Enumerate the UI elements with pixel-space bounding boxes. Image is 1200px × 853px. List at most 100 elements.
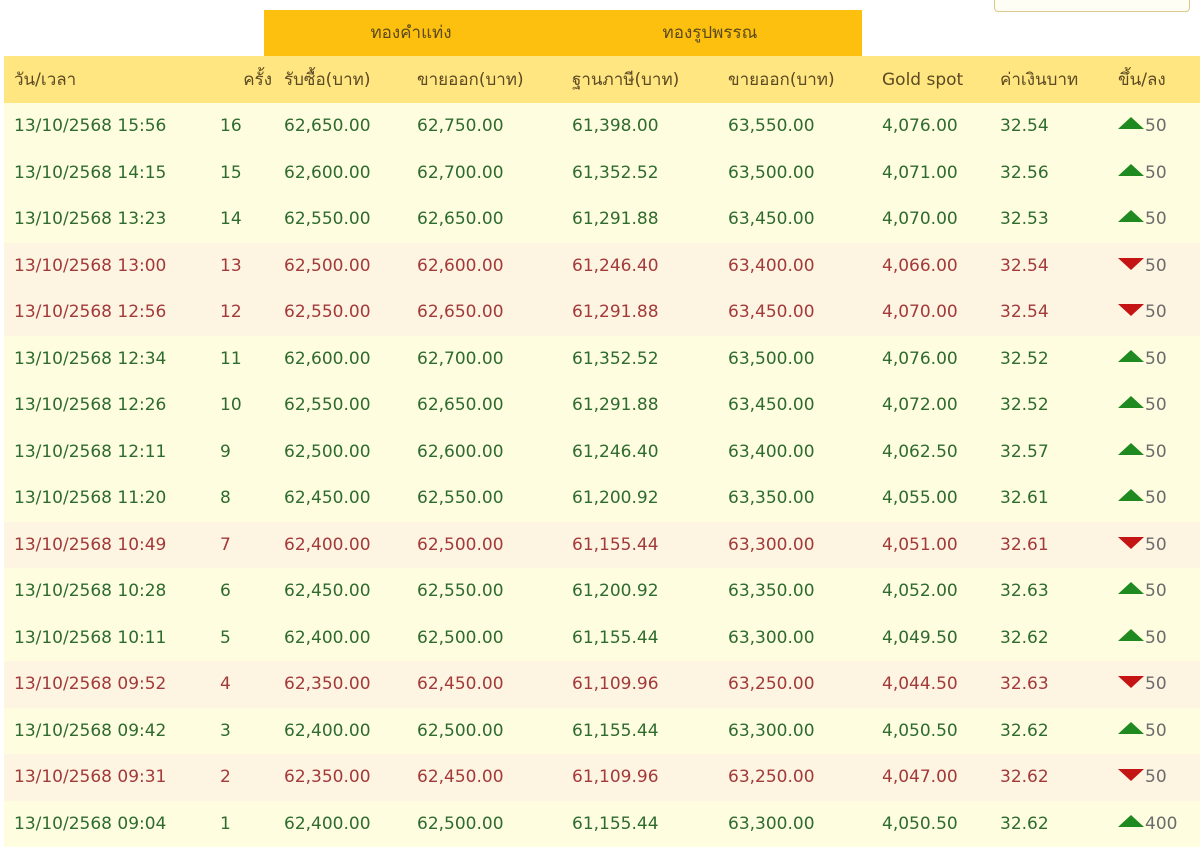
cell-thb-rate: 32.56: [1000, 162, 1049, 183]
cell-count: 4: [220, 674, 231, 695]
cell-count: 9: [220, 441, 231, 462]
cell-change: 50: [1118, 382, 1200, 429]
cell-bar-sell: 62,750.00: [417, 116, 504, 137]
cell-change: 50: [1118, 661, 1200, 708]
cell-count: 6: [220, 581, 231, 602]
cell-ornament-tax-base: 61,352.52: [572, 162, 659, 183]
change-amount: 50: [1145, 162, 1167, 183]
cell-thb-rate: 32.53: [1000, 209, 1049, 230]
up-arrow-icon: [1118, 396, 1144, 409]
cell-ornament-sell: 63,250.00: [728, 674, 815, 695]
dropdown-select[interactable]: [994, 0, 1190, 12]
table-row: 13/10/2568 12:34 11 62,600.00 62,700.00 …: [4, 335, 1200, 383]
cell-bar-sell: 62,650.00: [417, 395, 504, 416]
cell-change: 50: [1118, 429, 1200, 476]
cell-ornament-sell: 63,450.00: [728, 302, 815, 323]
column-header-ornament-sell: ขายออก(บาท): [728, 70, 835, 90]
cell-bar-sell: 62,500.00: [417, 813, 504, 834]
cell-ornament-tax-base: 61,291.88: [572, 302, 659, 323]
up-arrow-icon: [1118, 582, 1144, 595]
table-row: 13/10/2568 12:56 12 62,550.00 62,650.00 …: [4, 289, 1200, 336]
table-row: 13/10/2568 12:26 10 62,550.00 62,650.00 …: [4, 382, 1200, 429]
cell-change: 50: [1118, 475, 1200, 522]
cell-ornament-tax-base: 61,109.96: [572, 767, 659, 788]
down-arrow-icon: [1118, 676, 1144, 689]
up-arrow-icon: [1118, 442, 1144, 455]
change-amount: 50: [1145, 395, 1167, 416]
cell-ornament-sell: 63,300.00: [728, 627, 815, 648]
cell-thb-rate: 32.54: [1000, 302, 1049, 323]
change-amount: 50: [1145, 674, 1167, 695]
cell-thb-rate: 32.61: [1000, 488, 1049, 509]
cell-gold-spot: 4,070.00: [882, 209, 958, 230]
change-amount: 50: [1145, 581, 1167, 602]
table-row: 13/10/2568 09:52 4 62,350.00 62,450.00 6…: [4, 661, 1200, 708]
cell-change: 50: [1118, 708, 1200, 755]
cell-gold-spot: 4,049.50: [882, 627, 958, 648]
cell-gold-spot: 4,076.00: [882, 348, 958, 369]
cell-bar-buy: 62,500.00: [284, 255, 371, 276]
cell-ornament-tax-base: 61,155.44: [572, 627, 659, 648]
header-group-ornament-gold: ทองรูปพรรณ: [662, 23, 758, 43]
column-header-gold-spot: Gold spot: [882, 69, 964, 90]
cell-bar-buy: 62,350.00: [284, 767, 371, 788]
table-row: 13/10/2568 10:49 7 62,400.00 62,500.00 6…: [4, 521, 1200, 569]
cell-change: 50: [1118, 336, 1200, 383]
cell-bar-sell: 62,550.00: [417, 488, 504, 509]
cell-thb-rate: 32.54: [1000, 255, 1049, 276]
change-amount: 50: [1145, 302, 1167, 323]
cell-ornament-sell: 63,400.00: [728, 255, 815, 276]
cell-datetime: 13/10/2568 09:42: [14, 720, 167, 741]
cell-gold-spot: 4,050.50: [882, 813, 958, 834]
cell-count: 2: [220, 767, 231, 788]
cell-ornament-sell: 63,450.00: [728, 395, 815, 416]
up-arrow-icon: [1118, 489, 1144, 502]
table-row: 13/10/2568 14:15 15 62,600.00 62,700.00 …: [4, 149, 1200, 196]
cell-bar-sell: 62,600.00: [417, 255, 504, 276]
column-header-change: ขึ้น/ลง: [1118, 70, 1166, 90]
cell-bar-buy: 62,600.00: [284, 348, 371, 369]
table-row: 13/10/2568 09:42 3 62,400.00 62,500.00 6…: [4, 707, 1200, 755]
cell-count: 8: [220, 488, 231, 509]
table-row: 13/10/2568 15:56 16 62,650.00 62,750.00 …: [4, 103, 1200, 150]
change-amount: 50: [1145, 534, 1167, 555]
cell-change: 50: [1118, 522, 1200, 569]
cell-count: 12: [220, 302, 242, 323]
cell-gold-spot: 4,070.00: [882, 302, 958, 323]
down-arrow-icon: [1118, 536, 1144, 549]
cell-thb-rate: 32.62: [1000, 813, 1049, 834]
cell-ornament-tax-base: 61,291.88: [572, 395, 659, 416]
header-group-bar-gold: ทองคำแท่ง: [370, 23, 452, 43]
down-arrow-icon: [1118, 304, 1144, 317]
cell-datetime: 13/10/2568 13:00: [14, 255, 167, 276]
cell-ornament-tax-base: 61,155.44: [572, 534, 659, 555]
cell-ornament-sell: 63,350.00: [728, 488, 815, 509]
table-row: 13/10/2568 10:28 6 62,450.00 62,550.00 6…: [4, 568, 1200, 615]
cell-count: 14: [220, 209, 242, 230]
up-arrow-icon: [1118, 349, 1144, 362]
table-row: 13/10/2568 13:23 14 62,550.00 62,650.00 …: [4, 196, 1200, 243]
cell-gold-spot: 4,051.00: [882, 534, 958, 555]
change-amount: 50: [1145, 441, 1167, 462]
cell-count: 10: [220, 395, 242, 416]
cell-bar-buy: 62,400.00: [284, 813, 371, 834]
cell-bar-buy: 62,600.00: [284, 162, 371, 183]
cell-datetime: 13/10/2568 09:04: [14, 813, 167, 834]
cell-ornament-sell: 63,300.00: [728, 534, 815, 555]
up-arrow-icon: [1118, 814, 1144, 827]
cell-change: 50: [1118, 196, 1200, 243]
cell-ornament-tax-base: 61,398.00: [572, 116, 659, 137]
cell-change: 50: [1118, 103, 1200, 150]
cell-count: 16: [220, 116, 242, 137]
cell-count: 7: [220, 534, 231, 555]
cell-count: 5: [220, 627, 231, 648]
cell-datetime: 13/10/2568 09:31: [14, 767, 167, 788]
cell-ornament-tax-base: 61,155.44: [572, 720, 659, 741]
column-header-datetime: วัน/เวลา: [14, 70, 77, 90]
down-arrow-icon: [1118, 769, 1144, 782]
cell-datetime: 13/10/2568 09:52: [14, 674, 167, 695]
cell-datetime: 13/10/2568 14:15: [14, 162, 167, 183]
column-header-bar-sell: ขายออก(บาท): [417, 70, 524, 90]
cell-ornament-sell: 63,550.00: [728, 116, 815, 137]
cell-bar-buy: 62,450.00: [284, 581, 371, 602]
